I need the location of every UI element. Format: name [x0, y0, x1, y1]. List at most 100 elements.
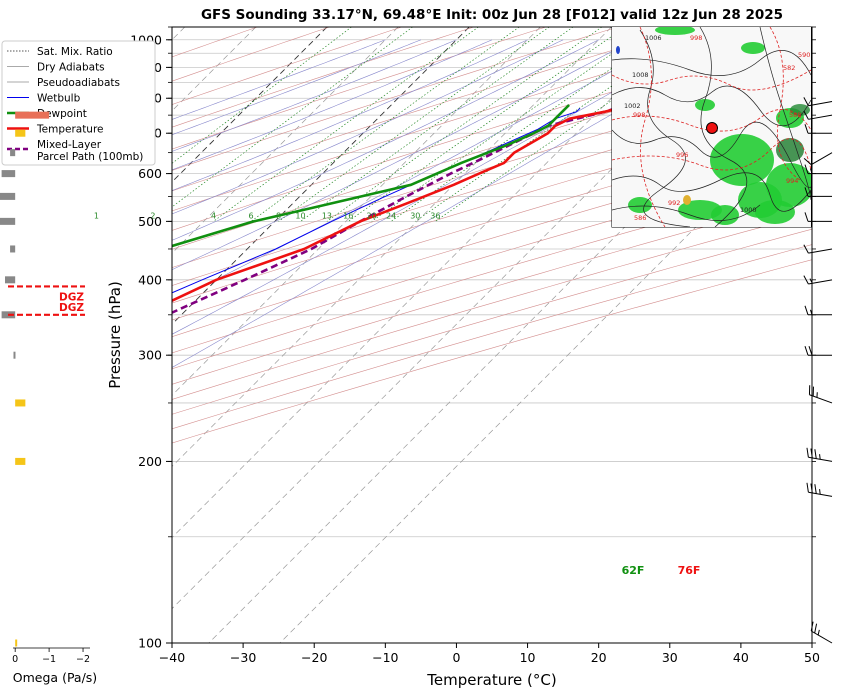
map-isobar-label: 582: [783, 64, 795, 72]
x-tick-label: −40: [159, 650, 185, 665]
map-isobar-label: 1006: [645, 34, 662, 42]
omega-tick-label: −2: [76, 654, 90, 665]
mixing-ratio-label: 4: [211, 211, 216, 220]
wind-barb: [807, 483, 832, 497]
wind-barb-flag: [805, 346, 808, 355]
surface-dewpoint-label: 62F: [622, 564, 645, 577]
omega-bar: [10, 149, 15, 156]
wind-barb-staff: [811, 153, 832, 165]
mixing-ratio-line: [279, 27, 550, 221]
wind-barb-half: [820, 489, 821, 494]
mixing-ratio-label: 36: [430, 211, 440, 220]
precip-area: [741, 42, 765, 54]
mixing-ratio-label: 8: [276, 211, 281, 220]
wind-barb: [805, 346, 832, 355]
surface-temperature-label: 76F: [678, 564, 701, 577]
mixing-ratio-line: [348, 27, 625, 221]
omega-axis-label: Omega (Pa/s): [13, 670, 97, 685]
dgz-label: DGZ: [59, 302, 84, 314]
omega-bar: [15, 640, 17, 647]
map-isobar-label: 998: [690, 34, 702, 42]
map-isobar-label: 994: [786, 177, 798, 185]
omega-bar: [0, 218, 15, 225]
wind-barb-flag: [815, 484, 816, 493]
mixing-ratio-line: [214, 27, 479, 221]
omega-bar: [15, 399, 25, 406]
y-tick-label: 300: [138, 348, 162, 363]
mixing-ratio-label: 16: [343, 211, 353, 220]
map-isobar-label: 1008: [632, 71, 649, 79]
legend-label: Parcel Path (100mb): [37, 151, 143, 163]
omega-bar: [15, 130, 25, 137]
inset-map-content: 1002998996100010081006994582590588586992…: [612, 25, 814, 227]
wind-barb-flag: [807, 483, 808, 492]
isotherm-line: [67, 27, 683, 643]
legend-label: Dry Adiabats: [37, 62, 105, 74]
omega-bar: [0, 193, 15, 200]
series-dewpoint: [0, 105, 569, 643]
omega-bar: [2, 170, 16, 177]
y-tick-label: 600: [138, 166, 162, 181]
mixing-ratio-label: 30: [410, 211, 420, 220]
mixing-ratio-label: 13: [322, 211, 332, 220]
x-tick-label: 50: [804, 650, 820, 665]
precip-area: [683, 195, 691, 205]
y-axis-label: Pressure (hPa): [106, 281, 124, 389]
map-isobar-label: 586: [634, 214, 646, 222]
mixing-ratio-label: 1: [94, 211, 99, 220]
legend-label: Mixed-Layer: [37, 139, 102, 151]
precip-area: [711, 205, 739, 225]
series-temperature: [0, 108, 619, 643]
series-mixed-layer-parcel-path-100mb-: [0, 108, 616, 643]
x-tick-label: −10: [372, 650, 398, 665]
mixing-ratio-label: 6: [248, 211, 253, 220]
dgz-label: DGZ: [59, 291, 84, 303]
mixing-ratio-line: [251, 27, 519, 221]
wind-barb: [807, 448, 832, 462]
x-tick-label: −30: [230, 650, 256, 665]
wind-barb-half: [820, 454, 821, 459]
precip-area: [616, 46, 620, 54]
omega-tick-label: −1: [42, 654, 56, 665]
wind-barb-flag: [815, 449, 816, 458]
map-isobar-label: 1002: [624, 102, 641, 110]
chart-title: GFS Sounding 33.17°N, 69.48°E Init: 00z …: [201, 7, 783, 23]
wind-barb: [811, 622, 832, 643]
x-tick-label: 10: [520, 650, 536, 665]
map-isobar-label: 998: [633, 111, 645, 119]
map-isobar-label: 996: [676, 151, 688, 159]
omega-bar: [15, 458, 25, 465]
x-axis-label: Temperature (°C): [426, 671, 556, 689]
y-tick-label: 500: [138, 214, 162, 229]
map-isobar-label: 1000: [740, 206, 757, 214]
x-tick-label: 30: [662, 650, 678, 665]
precip-area: [755, 200, 795, 224]
wind-barb-half: [818, 630, 819, 635]
y-tick-label: 100: [138, 636, 162, 651]
y-tick-label: 200: [138, 454, 162, 469]
wind-barb: [805, 306, 832, 315]
mixing-ratio-label: 10: [295, 211, 305, 220]
x-tick-label: 0: [452, 650, 460, 665]
location-marker: [707, 123, 718, 134]
legend-label: Wetbulb: [37, 93, 81, 105]
omega-bar: [15, 112, 49, 119]
legend-label: Temperature: [36, 124, 104, 136]
wind-barb-flag: [805, 306, 808, 315]
mixing-ratio-label: 24: [386, 211, 396, 220]
legend-label: Pseudoadiabats: [37, 77, 120, 89]
omega-bar: [10, 245, 15, 252]
inset-map: 1002998996100010081006994582590588586992…: [612, 25, 814, 227]
map-isobar-label: 992: [668, 199, 680, 207]
map-isobar-label: 590: [798, 51, 810, 59]
y-tick-label: 400: [138, 272, 162, 287]
wind-barb: [809, 385, 832, 403]
x-tick-label: 40: [733, 650, 749, 665]
omega-tick-label: 0: [12, 654, 18, 665]
x-tick-label: 20: [591, 650, 607, 665]
wind-barb-flag: [807, 448, 808, 457]
